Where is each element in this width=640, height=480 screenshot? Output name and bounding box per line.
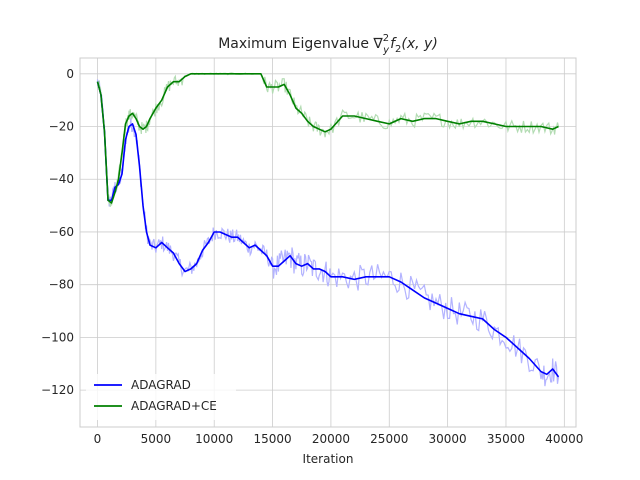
y-tick-label: −40 xyxy=(49,172,74,186)
x-tick-label: 0 xyxy=(94,432,102,446)
x-tick-label: 10000 xyxy=(195,432,233,446)
chart-title: Maximum Eigenvalue ∇2 yf2(x, y) xyxy=(218,33,438,56)
x-axis-label: Iteration xyxy=(303,452,354,466)
raw-series-layer xyxy=(96,72,560,387)
y-tick-label: 0 xyxy=(66,67,74,81)
x-tick-labels: 0 5000 10000 15000 20000 25000 30000 35000 40000 xyxy=(94,432,584,446)
chart-title-args: (x, y) xyxy=(401,36,437,52)
x-tick-label: 5000 xyxy=(141,432,172,446)
chart-title-prefix: Maximum Eigenvalue ∇ xyxy=(218,36,383,52)
x-tick-label: 40000 xyxy=(545,432,583,446)
raw-series-adagrad-ce xyxy=(97,72,560,207)
plot-frame xyxy=(79,57,577,428)
smoothed-series-layer xyxy=(96,73,560,378)
raw-series-adagrad xyxy=(96,79,560,387)
legend: ADAGRAD ADAGRAD+CE xyxy=(86,374,236,420)
x-tick-label: 15000 xyxy=(253,432,291,446)
chart-title-sup: 2 xyxy=(383,33,389,44)
x-tick-label: 30000 xyxy=(429,432,467,446)
y-tick-label: −20 xyxy=(49,120,74,134)
x-tick-label: 20000 xyxy=(312,432,350,446)
chart-title-sub: y xyxy=(382,45,390,56)
x-tick-label: 35000 xyxy=(487,432,525,446)
legend-box xyxy=(86,374,236,420)
y-tick-label: −80 xyxy=(49,278,74,292)
series-line-adagrad xyxy=(96,81,560,378)
y-tick-labels: 0 −20 −40 −60 −80 −100 −120 xyxy=(41,67,74,397)
y-tick-label: −60 xyxy=(49,225,74,239)
x-tick-label: 25000 xyxy=(370,432,408,446)
y-tick-label: −120 xyxy=(41,383,74,397)
chart-title-fn: f xyxy=(390,36,397,52)
y-tick-label: −100 xyxy=(41,330,74,344)
chart-title-fn-sub: 2 xyxy=(395,44,401,55)
series-line-adagrad-ce xyxy=(96,73,559,204)
legend-label-adagrad: ADAGRAD xyxy=(131,378,191,392)
legend-label-adagrad-ce: ADAGRAD+CE xyxy=(131,399,217,413)
